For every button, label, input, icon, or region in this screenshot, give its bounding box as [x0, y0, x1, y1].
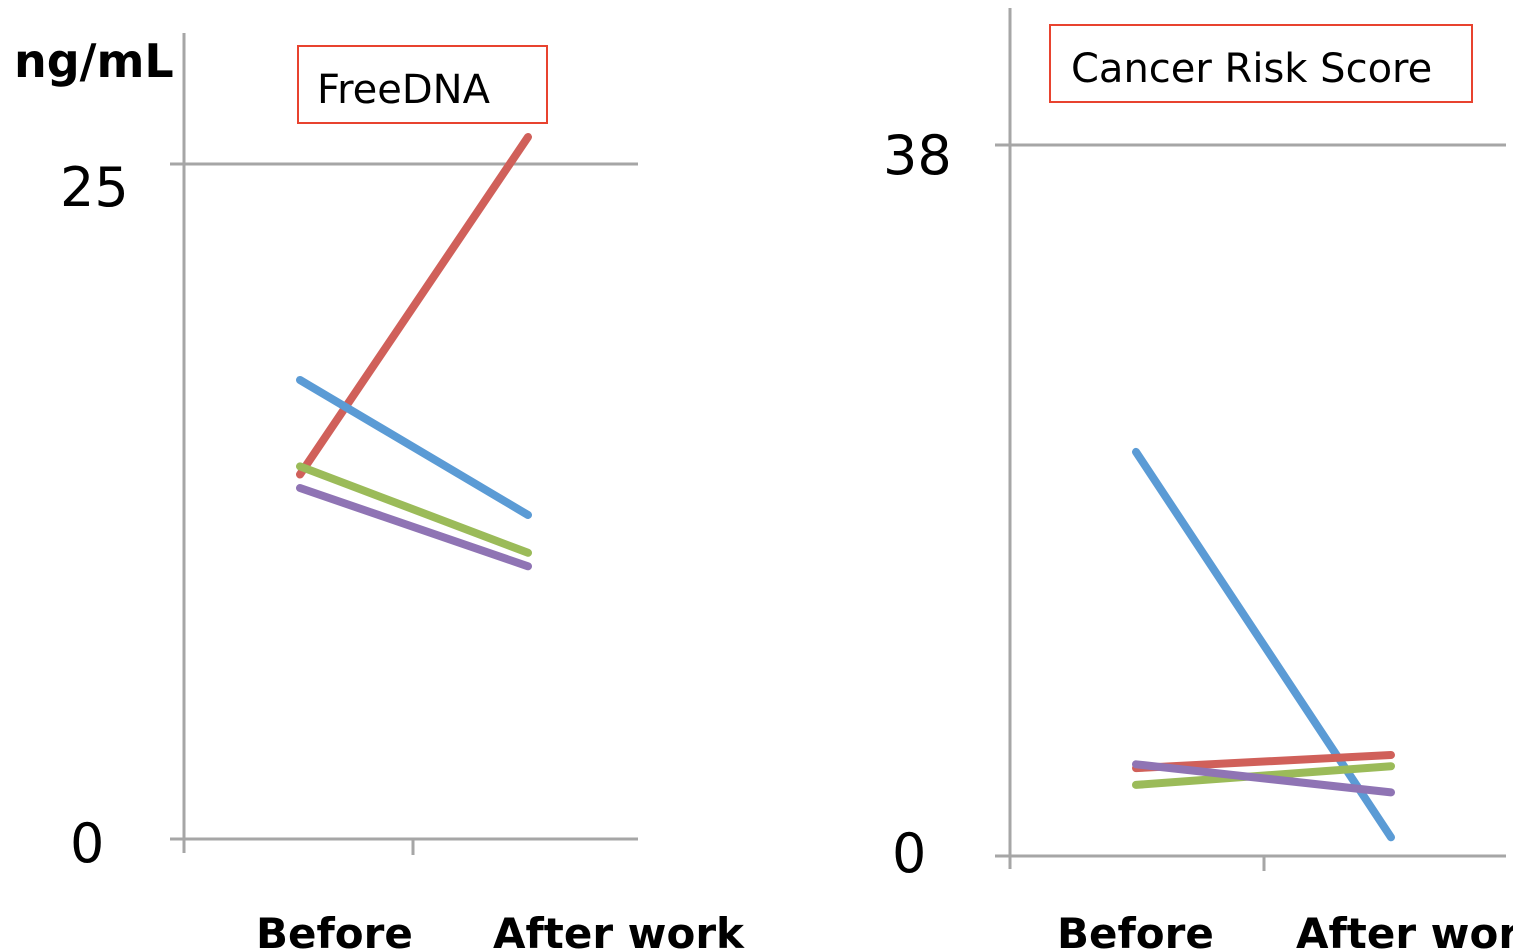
series-line-1: [296, 133, 532, 479]
series-group: [1132, 447, 1395, 842]
x-category-label-after: After work: [1296, 909, 1513, 952]
chart-title: Cancer Risk Score: [1071, 46, 1432, 92]
y-tick-label-max: 38: [883, 124, 952, 187]
series-line-4: [1132, 760, 1395, 797]
cancer-risk-score-chart: 38 0 Before After work Cancer Risk Score: [883, 8, 1513, 952]
y-tick-label-min: 0: [70, 812, 104, 875]
freedna-chart: ng/mL 25 0 Before After work FreeDNA: [14, 33, 745, 952]
x-category-label-before: Before: [1057, 909, 1214, 952]
x-category-label-before: Before: [256, 909, 413, 952]
y-axis-unit-label: ng/mL: [14, 34, 174, 88]
y-tick-label-max: 25: [60, 156, 129, 219]
chart-title-box: [1049, 24, 1473, 103]
series-line-2: [296, 376, 532, 519]
x-category-label-after: After work: [493, 909, 745, 952]
y-tick-label-min: 0: [892, 822, 926, 885]
series-group: [296, 133, 532, 571]
series-line-4: [296, 484, 532, 571]
chart-title: FreeDNA: [317, 67, 491, 113]
chart-title-box: [297, 45, 548, 124]
series-line-3: [296, 462, 532, 557]
